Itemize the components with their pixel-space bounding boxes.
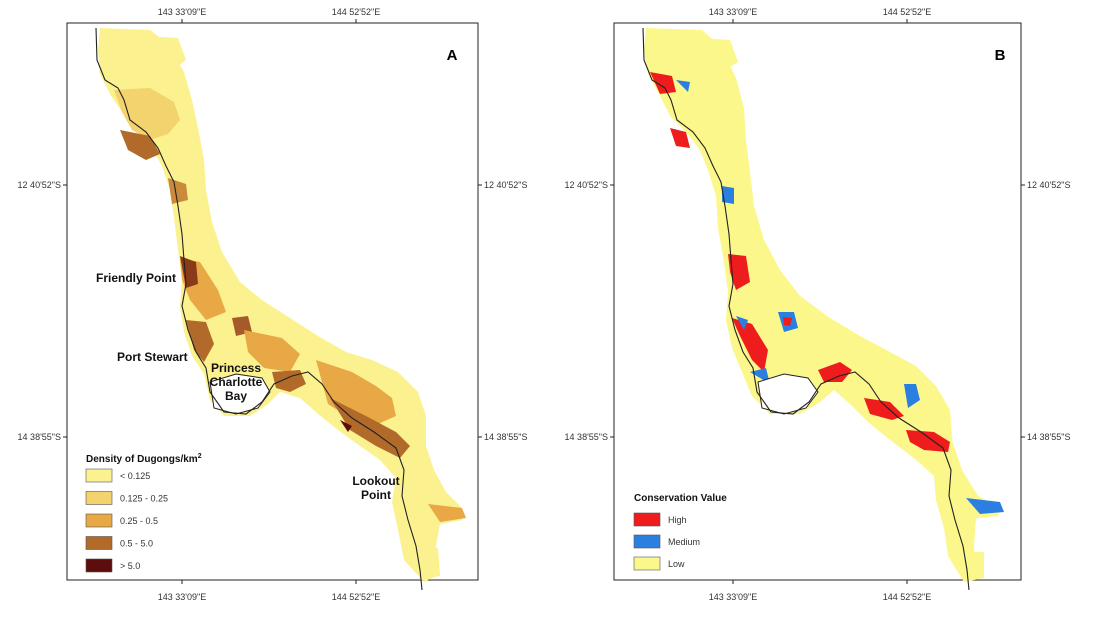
legend-density: Density of Dugongs/km2 < 0.125 0.125 - 0.…: [85, 453, 202, 573]
conservation-legend-label: High: [668, 515, 687, 525]
right-tick-label: 14 38'55"S: [1027, 432, 1070, 442]
left-tick-label: 14 38'55"S: [565, 432, 608, 442]
left-tick-label: 12 40'52"S: [18, 180, 61, 190]
conservation-medium-area: [904, 384, 920, 408]
tick-marks-b: [610, 19, 1025, 584]
right-tick-label: 14 38'55"S: [484, 432, 527, 442]
density-low-area: [146, 36, 186, 72]
left-tick-label: 12 40'52"S: [565, 180, 608, 190]
place-label-princess-charlotte-bay: Bay: [225, 389, 247, 403]
conservation-low-area: [644, 28, 1002, 582]
tick-marks-a: [63, 19, 482, 584]
conservation-high-area: [670, 128, 690, 148]
place-label-princess-charlotte-bay: Charlotte: [210, 375, 263, 389]
princess-charlotte-bay-outline: [209, 373, 271, 415]
panel-a: 143 33'09"E 144 52'52"E 143 33'09"E 144 …: [18, 7, 528, 602]
conservation-medium-area: [966, 498, 1004, 514]
density-band-4-area: [186, 320, 214, 362]
conservation-legend-swatch: [633, 556, 661, 571]
conservation-high-area: [728, 254, 750, 290]
density-low-area: [98, 28, 462, 582]
conservation-legend-swatch: [633, 534, 661, 549]
top-tick-label: 143 33'09"E: [709, 7, 757, 17]
legend-conservation: Conservation Value High Medium Low: [633, 493, 727, 571]
legend-items: High Medium Low: [633, 512, 700, 571]
conservation-low-area: [700, 38, 738, 72]
right-tick-label: 12 40'52"S: [484, 180, 527, 190]
conservation-medium-area: [736, 316, 748, 330]
density-legend-swatch: [85, 491, 113, 505]
density-legend-label: > 5.0: [120, 561, 140, 571]
left-tick-label: 14 38'55"S: [18, 432, 61, 442]
top-tick-label: 143 33'09"E: [158, 7, 206, 17]
legend-title: Density of Dugongs/km2: [86, 453, 202, 465]
conservation-high-area: [906, 430, 950, 452]
bottom-tick-label: 143 33'09"E: [709, 592, 757, 602]
conservation-high-area: [783, 317, 792, 326]
conservation-medium-area: [722, 186, 734, 204]
density-band-4-area: [272, 370, 306, 392]
density-band-3-area: [244, 330, 300, 372]
conservation-low-area: [958, 552, 984, 582]
density-legend-label: 0.25 - 0.5: [120, 516, 158, 526]
conservation-high-area: [650, 72, 676, 94]
top-tick-label: 144 52'52"E: [332, 7, 380, 17]
panel-letter-b: B: [995, 47, 1006, 64]
place-label-lookout-point: Point: [361, 488, 391, 502]
density-legend-swatch: [85, 513, 113, 528]
princess-charlotte-bay-outline: [757, 373, 819, 415]
conservation-shading: [644, 28, 1004, 582]
conservation-legend-swatch: [633, 512, 661, 527]
density-band-3-area: [168, 178, 188, 204]
density-legend-label: 0.125 - 0.25: [120, 494, 168, 504]
density-band-3-area: [428, 504, 466, 522]
density-legend-swatch: [85, 468, 113, 483]
conservation-high-area: [818, 362, 852, 382]
legend-items: < 0.125 0.125 - 0.25 0.25 - 0.5 0.5 - 5.0 > …: [85, 468, 168, 573]
density-band-3-area: [316, 360, 396, 424]
place-label-port-stewart: Port Stewart: [117, 350, 188, 364]
bottom-tick-label: 143 33'09"E: [158, 592, 206, 602]
density-legend-label: < 0.125: [120, 471, 150, 481]
panel-b: 143 33'09"E 144 52'52"E 143 33'09"E 144 …: [565, 7, 1071, 602]
density-legend-label: 0.5 - 5.0: [120, 539, 153, 549]
place-label-princess-charlotte-bay: Princess: [211, 361, 261, 375]
panel-letter-a: A: [447, 47, 458, 64]
conservation-medium-area: [676, 80, 690, 92]
conservation-legend-label: Low: [668, 559, 685, 569]
place-label-friendly-point: Friendly Point: [96, 271, 176, 285]
bottom-tick-label: 144 52'52"E: [332, 592, 380, 602]
density-band-2-area: [114, 88, 180, 140]
density-legend-swatch: [85, 558, 113, 573]
density-legend-swatch: [85, 536, 113, 550]
conservation-high-area: [732, 318, 768, 372]
right-tick-label: 12 40'52"S: [1027, 180, 1070, 190]
bottom-tick-label: 144 52'52"E: [883, 592, 931, 602]
density-band-5-area: [340, 420, 352, 432]
conservation-legend-label: Medium: [668, 537, 700, 547]
place-label-lookout-point: Lookout: [352, 474, 399, 488]
top-tick-label: 144 52'52"E: [883, 7, 931, 17]
legend-title: Conservation Value: [634, 493, 727, 504]
conservation-high-area: [864, 398, 904, 420]
